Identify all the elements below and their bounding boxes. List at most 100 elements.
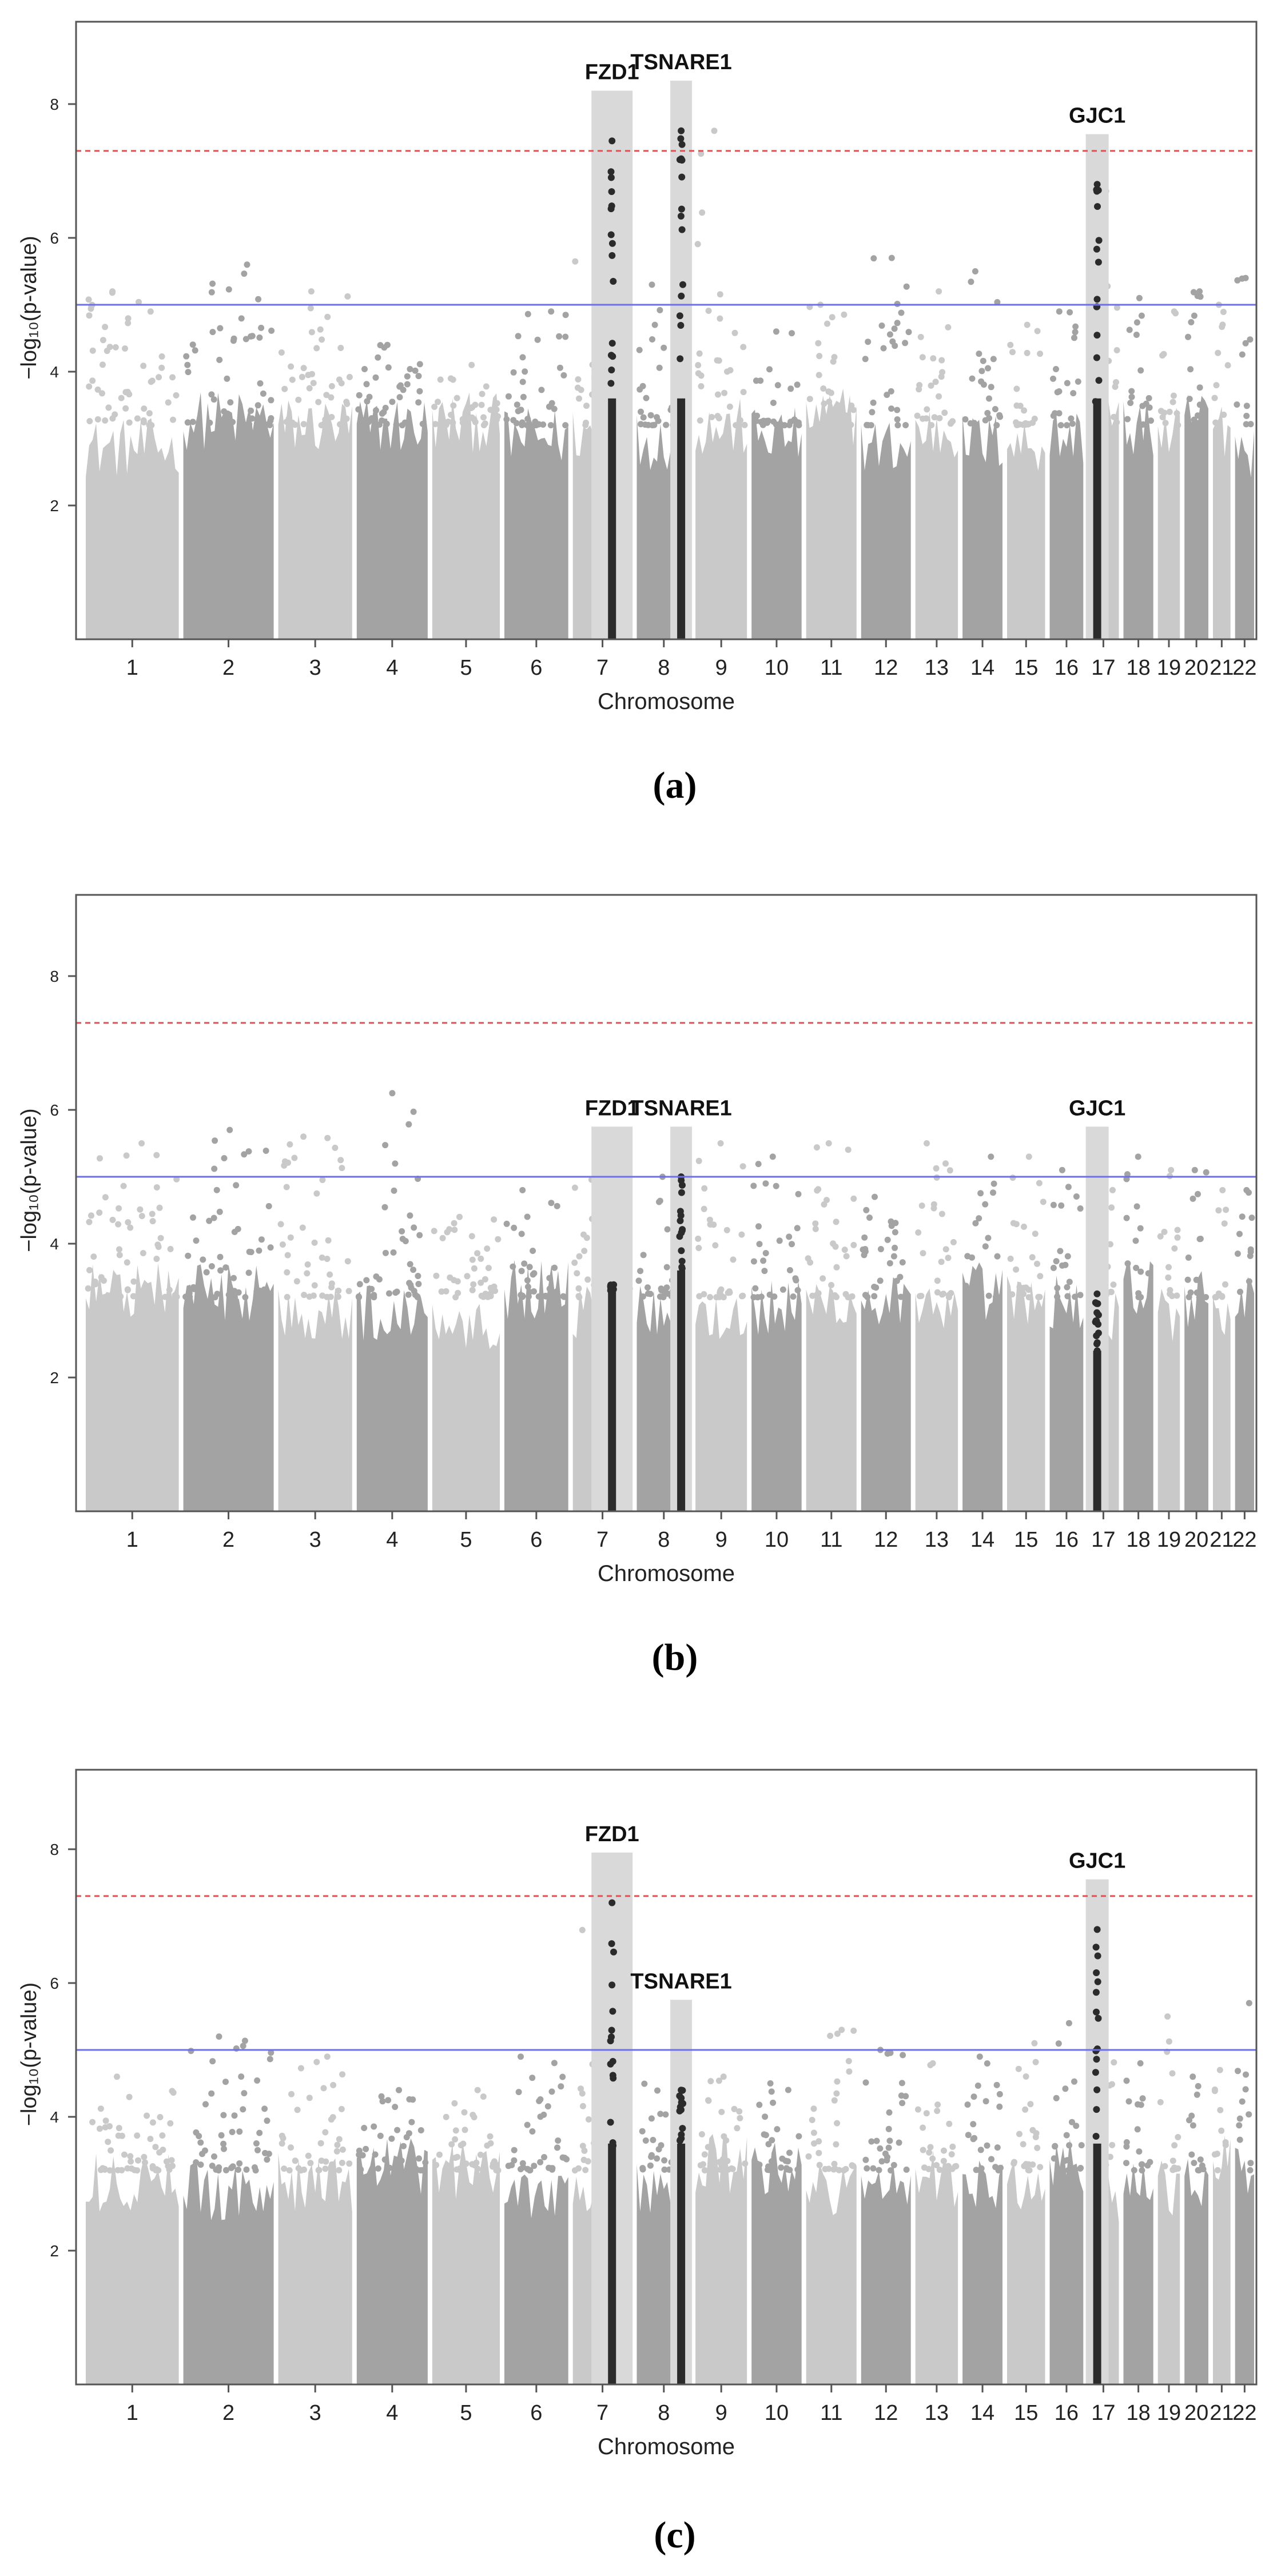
x-tick-label-chr19: 19 xyxy=(1157,2401,1181,2425)
snp-point xyxy=(1167,1287,1173,1293)
snp-point xyxy=(238,315,245,322)
snp-point xyxy=(1247,2167,1254,2173)
snp-point xyxy=(474,1250,481,1257)
snp-point-top-chr3 xyxy=(324,2053,331,2060)
locus-point xyxy=(1092,1944,1100,1951)
snp-point xyxy=(949,418,956,425)
x-tick-label-chr15: 15 xyxy=(1014,656,1038,680)
snp-point xyxy=(514,401,520,408)
x-tick-label-chr17: 17 xyxy=(1091,656,1115,680)
x-tick-label-chr3: 3 xyxy=(309,2401,321,2425)
snp-point xyxy=(102,2117,109,2124)
snp-point xyxy=(826,399,833,405)
snp-point xyxy=(1139,403,1146,409)
snp-point xyxy=(238,2073,245,2080)
snp-point xyxy=(122,405,129,412)
snp-point xyxy=(328,413,335,420)
snp-point xyxy=(172,1292,178,1299)
locus-point xyxy=(607,2119,614,2126)
chromosome-mass-chr16 xyxy=(1049,413,1084,639)
snp-point xyxy=(1191,416,1198,423)
snp-point xyxy=(521,1260,528,1267)
snp-point xyxy=(307,305,314,312)
snp-point xyxy=(487,2133,494,2140)
snp-point xyxy=(862,356,869,363)
snp-point xyxy=(217,1267,224,1274)
snp-point xyxy=(375,354,381,361)
snp-point xyxy=(256,420,262,427)
snp-point xyxy=(240,2106,246,2113)
snp-point xyxy=(185,1252,192,1259)
snp-point xyxy=(870,399,877,406)
snp-point xyxy=(1063,2132,1070,2139)
snp-point xyxy=(149,1211,156,1217)
snp-point xyxy=(794,1225,801,1232)
snp-point xyxy=(888,388,894,395)
snp-point xyxy=(1072,323,1079,330)
locus-point xyxy=(1093,2056,1100,2063)
chromosome-mass-chr5 xyxy=(432,2142,500,2384)
snp-point xyxy=(736,2108,743,2115)
snp-point xyxy=(416,1232,423,1239)
snp-point xyxy=(1064,1253,1071,1260)
snp-point xyxy=(254,2077,261,2084)
snp-point xyxy=(715,415,722,421)
snp-point xyxy=(1133,332,1140,338)
gene-label-tsnare1: TSNARE1 xyxy=(630,50,731,74)
snp-point xyxy=(1175,2134,1181,2140)
snp-point xyxy=(306,2095,313,2101)
snp-point xyxy=(223,2167,229,2173)
snp-point xyxy=(343,415,350,422)
plot-frame xyxy=(75,21,1258,640)
snp-point xyxy=(755,1161,762,1168)
snp-point xyxy=(1197,2156,1204,2163)
snp-point xyxy=(980,381,987,388)
snp-point xyxy=(141,2153,148,2160)
chromosome-mass-chr10 xyxy=(751,407,802,639)
locus-point xyxy=(608,252,616,259)
snp-point xyxy=(339,2146,346,2153)
snp-point xyxy=(165,399,172,406)
snp-point xyxy=(880,345,887,352)
snp-point xyxy=(1169,2157,1176,2164)
snp-point xyxy=(656,364,663,371)
snp-point xyxy=(973,1281,980,1288)
locus-point xyxy=(608,367,615,373)
snp-point xyxy=(368,1285,375,1292)
snp-point xyxy=(479,391,486,397)
snp-point xyxy=(1223,1207,1230,1213)
snp-point xyxy=(1021,1223,1027,1230)
x-tick-label-chr7: 7 xyxy=(596,2401,608,2425)
snp-point xyxy=(903,2166,910,2173)
snp-point xyxy=(221,2145,227,2152)
snp-point xyxy=(253,1293,260,1300)
snp-point xyxy=(984,2142,990,2149)
snp-point xyxy=(443,2113,449,2120)
snp-point xyxy=(510,417,517,424)
snp-point xyxy=(696,1293,703,1300)
snp-point xyxy=(236,2160,243,2167)
snp-point xyxy=(431,404,438,410)
snp-point xyxy=(408,2119,415,2125)
snp-point xyxy=(654,2155,661,2162)
snp-point xyxy=(638,408,644,415)
snp-point xyxy=(242,336,249,343)
snp-point xyxy=(862,1246,869,1252)
snp-point xyxy=(415,1281,422,1287)
snp-point xyxy=(1029,2161,1036,2168)
snp-point xyxy=(766,2167,773,2173)
snp-point xyxy=(815,340,822,347)
snp-point xyxy=(757,377,764,384)
snp-point xyxy=(1123,2077,1130,2084)
snp-point xyxy=(982,1201,989,1208)
locus-point xyxy=(676,2107,683,2115)
locus-point xyxy=(678,292,685,300)
snp-point xyxy=(795,1191,802,1197)
x-tick-label-chr7: 7 xyxy=(596,656,608,680)
snp-point xyxy=(284,1252,291,1259)
snp-point xyxy=(166,2166,173,2173)
snp-point xyxy=(519,1293,525,1300)
snp-point xyxy=(705,2097,712,2104)
snp-point xyxy=(654,414,660,421)
x-tick-label-chr16: 16 xyxy=(1055,656,1079,680)
